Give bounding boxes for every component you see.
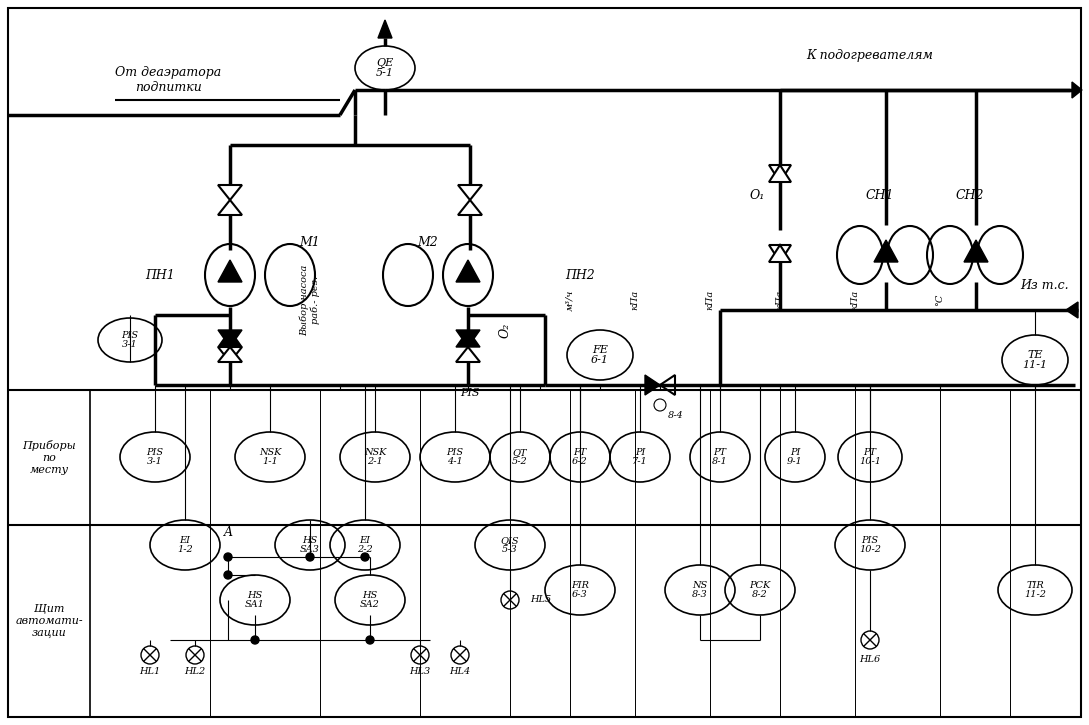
- Text: NS
8-3: NS 8-3: [693, 581, 708, 600]
- Text: M2: M2: [417, 236, 439, 249]
- Text: HS
SA3: HS SA3: [301, 536, 320, 555]
- Polygon shape: [769, 245, 791, 262]
- Text: QT
5-2: QT 5-2: [512, 447, 528, 466]
- Text: HL2: HL2: [184, 668, 206, 676]
- Text: CH1: CH1: [866, 188, 894, 202]
- Circle shape: [224, 571, 232, 579]
- Text: HS
SA2: HS SA2: [360, 591, 380, 609]
- Text: NSK
2-1: NSK 2-1: [364, 447, 387, 466]
- Text: O₂: O₂: [499, 323, 512, 338]
- Polygon shape: [769, 245, 791, 262]
- Text: NSK
1-1: NSK 1-1: [259, 447, 281, 466]
- Text: К подогревателям: К подогревателям: [807, 49, 933, 62]
- Text: PT
8-1: PT 8-1: [712, 447, 727, 466]
- Polygon shape: [645, 375, 660, 395]
- Polygon shape: [660, 375, 675, 395]
- Text: PT
10-1: PT 10-1: [859, 447, 881, 466]
- Polygon shape: [458, 185, 482, 200]
- Text: TIR
11-2: TIR 11-2: [1024, 581, 1047, 600]
- Polygon shape: [769, 165, 791, 182]
- Text: EI
2-2: EI 2-2: [357, 536, 372, 555]
- Polygon shape: [218, 260, 242, 282]
- Polygon shape: [769, 165, 791, 182]
- Text: FIR
6-3: FIR 6-3: [571, 581, 589, 600]
- Polygon shape: [218, 330, 242, 347]
- Text: От деаэратора
подпитки: От деаэратора подпитки: [115, 66, 221, 94]
- Polygon shape: [456, 347, 480, 362]
- Circle shape: [250, 636, 259, 644]
- Text: FT
6-2: FT 6-2: [572, 447, 588, 466]
- Text: кПа: кПа: [631, 290, 639, 310]
- Polygon shape: [1072, 82, 1082, 98]
- Text: кПа: кПа: [706, 290, 714, 310]
- Text: °C: °C: [935, 294, 944, 306]
- Text: QE
5-1: QE 5-1: [376, 57, 394, 78]
- Text: HS
SA1: HS SA1: [245, 591, 265, 609]
- Polygon shape: [218, 330, 242, 347]
- Text: кПа: кПа: [851, 290, 859, 310]
- Text: HL4: HL4: [450, 668, 470, 676]
- Text: FE
6-1: FE 6-1: [591, 344, 609, 365]
- Text: HL5: HL5: [530, 595, 551, 605]
- Polygon shape: [964, 240, 988, 262]
- Polygon shape: [218, 347, 242, 362]
- Text: HL3: HL3: [409, 668, 430, 676]
- Text: ПН1: ПН1: [145, 268, 175, 281]
- Text: ПН2: ПН2: [565, 268, 595, 281]
- Polygon shape: [456, 260, 480, 282]
- Text: M1: M1: [299, 236, 320, 249]
- Polygon shape: [456, 330, 480, 347]
- Text: TE
11-1: TE 11-1: [1023, 349, 1048, 370]
- Polygon shape: [1066, 302, 1078, 318]
- Polygon shape: [456, 330, 480, 347]
- Text: Выбор насоса
раб.- рез.: Выбор насоса раб.- рез.: [299, 265, 320, 336]
- Text: HL1: HL1: [139, 668, 160, 676]
- Circle shape: [306, 553, 314, 561]
- Polygon shape: [458, 200, 482, 215]
- Text: PIS: PIS: [461, 388, 480, 398]
- Text: A: A: [223, 526, 232, 539]
- Text: PI
7-1: PI 7-1: [632, 447, 648, 466]
- Text: O₁: O₁: [749, 188, 764, 202]
- Polygon shape: [874, 240, 898, 262]
- Circle shape: [360, 553, 369, 561]
- Text: PI
9-1: PI 9-1: [787, 447, 803, 466]
- Text: PIS
4-1: PIS 4-1: [446, 447, 464, 466]
- Text: PIS
10-2: PIS 10-2: [859, 536, 881, 555]
- Text: EI
1-2: EI 1-2: [178, 536, 193, 555]
- Text: кПа: кПа: [775, 290, 784, 310]
- Circle shape: [366, 636, 374, 644]
- Text: QIS
5-3: QIS 5-3: [501, 536, 519, 555]
- Text: Из т.с.: Из т.с.: [1020, 278, 1068, 291]
- Text: Щит
автомати-
зации: Щит автомати- зации: [15, 605, 83, 638]
- Polygon shape: [378, 20, 392, 38]
- Text: м³/ч: м³/ч: [565, 289, 575, 311]
- Text: CH2: CH2: [956, 188, 984, 202]
- Polygon shape: [218, 347, 242, 362]
- Text: Приборы
по
месту: Приборы по месту: [22, 440, 76, 475]
- Circle shape: [224, 553, 232, 561]
- Text: PIS
3-1: PIS 3-1: [147, 447, 163, 466]
- Text: PCK
8-2: PCK 8-2: [749, 581, 771, 600]
- Polygon shape: [218, 200, 242, 215]
- Text: PIS
3-1: PIS 3-1: [122, 331, 138, 349]
- Text: HL6: HL6: [859, 655, 881, 665]
- Text: 8-4: 8-4: [668, 410, 684, 420]
- Polygon shape: [218, 185, 242, 200]
